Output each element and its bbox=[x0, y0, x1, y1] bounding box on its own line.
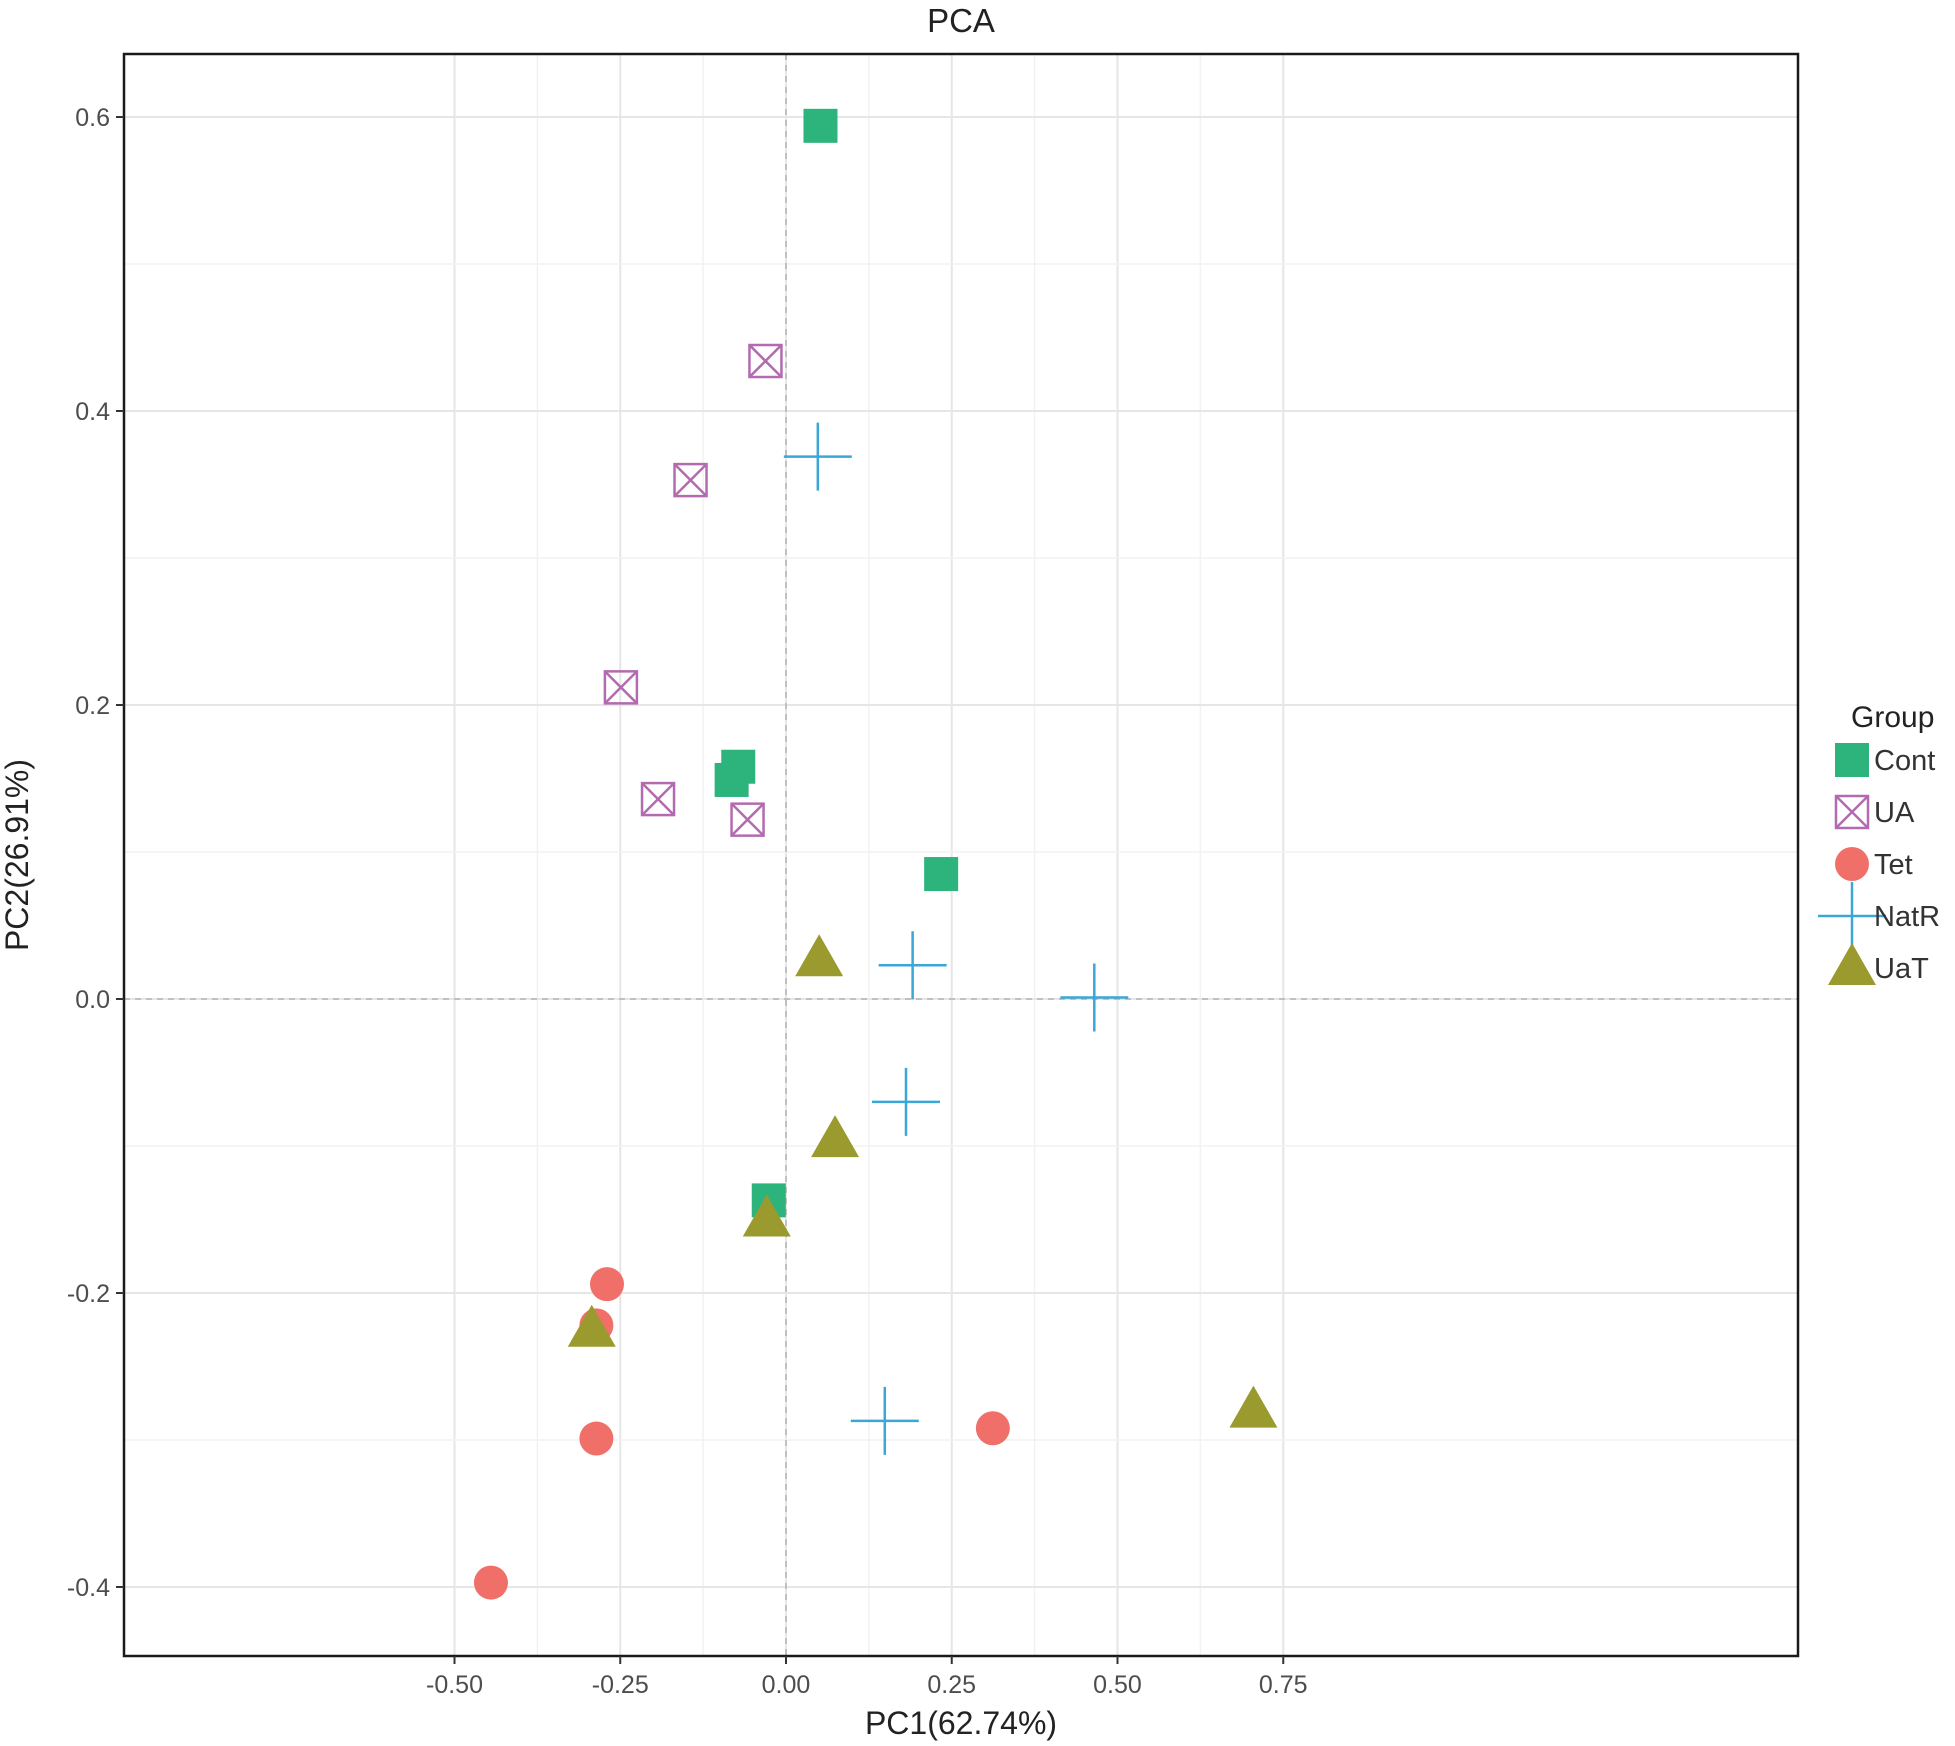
point-natr bbox=[878, 931, 947, 1000]
x-tick-label: -0.25 bbox=[592, 1671, 649, 1699]
legend: Group Cont UA Tet NatR UaT bbox=[1818, 701, 1940, 985]
y-tick-label: 0.4 bbox=[75, 398, 110, 426]
y-tick-label: 0.2 bbox=[75, 692, 110, 720]
legend-label: Cont bbox=[1874, 745, 1935, 777]
y-tick-label: 0.6 bbox=[75, 104, 110, 132]
legend-title: Group bbox=[1851, 701, 1934, 734]
legend-label: Tet bbox=[1874, 849, 1913, 881]
point-tet bbox=[473, 1565, 508, 1600]
point-natr bbox=[872, 1067, 941, 1136]
point-ua bbox=[748, 343, 783, 379]
point-ua bbox=[603, 670, 639, 705]
legend-key-tet bbox=[1835, 847, 1869, 881]
point-tet bbox=[579, 1421, 614, 1456]
series-uat bbox=[567, 934, 1278, 1428]
legend-item-uat: UaT bbox=[1828, 943, 1929, 985]
legend-item-natr: NatR bbox=[1818, 882, 1940, 950]
point-ua bbox=[730, 802, 765, 837]
x-tick-label: 0.25 bbox=[927, 1671, 976, 1699]
point-tet bbox=[589, 1267, 624, 1302]
point-natr bbox=[783, 422, 852, 491]
legend-key-uat bbox=[1828, 943, 1876, 985]
reference-lines bbox=[124, 54, 1798, 1656]
point-uat bbox=[795, 934, 844, 977]
y-tick-label: -0.2 bbox=[67, 1280, 110, 1308]
y-axis-title: PC2(26.91%) bbox=[0, 759, 35, 951]
point-cont bbox=[714, 762, 749, 797]
legend-item-cont: Cont bbox=[1835, 743, 1935, 777]
legend-label: NatR bbox=[1874, 901, 1940, 933]
axis-ticks: -0.50 -0.25 0.00 0.25 0.50 0.75 -0.4 -0.2 0.0 0.2… bbox=[67, 104, 1308, 1699]
point-natr bbox=[1060, 963, 1129, 1032]
series-ua bbox=[603, 343, 783, 837]
point-uat bbox=[742, 1194, 791, 1237]
point-cont bbox=[924, 857, 959, 892]
y-tick-label: 0.0 bbox=[75, 986, 110, 1014]
point-uat bbox=[567, 1304, 616, 1347]
point-uat bbox=[811, 1115, 860, 1158]
plot-border bbox=[122, 52, 1800, 1658]
x-tick-label: -0.50 bbox=[426, 1671, 483, 1699]
grid-lines bbox=[124, 54, 1798, 1656]
point-ua bbox=[640, 781, 676, 817]
legend-key-cont bbox=[1835, 743, 1869, 777]
point-ua bbox=[673, 462, 708, 498]
legend-label: UaT bbox=[1874, 953, 1929, 985]
chart-title: PCA bbox=[927, 2, 995, 39]
x-axis-title: PC1(62.74%) bbox=[865, 1705, 1057, 1741]
series-natr bbox=[783, 422, 1129, 1455]
y-tick-label: -0.4 bbox=[67, 1574, 110, 1602]
legend-key-natr bbox=[1818, 882, 1886, 950]
legend-label: UA bbox=[1874, 797, 1915, 829]
x-tick-label: 0.50 bbox=[1093, 1671, 1142, 1699]
point-uat bbox=[1229, 1385, 1278, 1428]
x-tick-label: 0.75 bbox=[1259, 1671, 1308, 1699]
series-cont bbox=[714, 108, 959, 1218]
point-natr bbox=[850, 1386, 919, 1455]
legend-item-ua: UA bbox=[1834, 794, 1915, 830]
legend-key-ua bbox=[1834, 794, 1870, 830]
x-tick-label: 0.00 bbox=[762, 1671, 811, 1699]
point-tet bbox=[975, 1411, 1010, 1446]
legend-item-tet: Tet bbox=[1835, 847, 1913, 881]
point-cont bbox=[803, 108, 838, 143]
series-tet bbox=[473, 1267, 1010, 1600]
data-points bbox=[473, 108, 1278, 1600]
